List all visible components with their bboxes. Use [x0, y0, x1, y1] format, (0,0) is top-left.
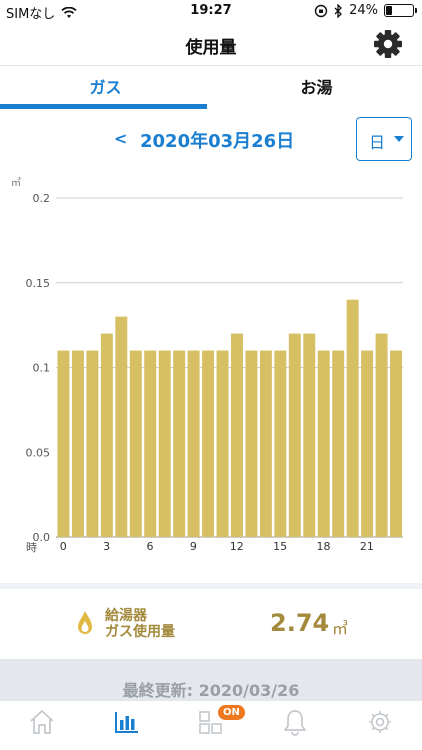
bar-hour-22[interactable]: [375, 333, 388, 537]
current-date: 2020年03月26日: [140, 131, 295, 152]
y-axis-unit: ㎥: [11, 176, 21, 189]
chart-icon[interactable]: [112, 707, 142, 737]
battery-level: [386, 6, 393, 15]
bar-hour-17[interactable]: [303, 333, 316, 537]
battery-icon: [384, 4, 417, 17]
bluetooth-icon: [334, 3, 343, 18]
summary-label: 給湯器 ガス使用量: [105, 608, 175, 640]
bar-hour-5[interactable]: [129, 350, 142, 537]
last-updated-bar: 最終更新: 2020/03/26: [0, 659, 422, 701]
x-tick-label: 9: [190, 540, 197, 553]
bar-hour-0[interactable]: [57, 350, 70, 537]
bar-hour-9[interactable]: [187, 350, 200, 537]
y-tick-label: 0.15: [26, 277, 51, 290]
carrier-label: SIMなし: [6, 7, 56, 22]
bar-hour-21[interactable]: [361, 350, 374, 537]
bar-hour-20[interactable]: [346, 299, 359, 537]
page-title: 使用量: [185, 38, 237, 58]
bell-icon[interactable]: [280, 707, 310, 737]
tab-hot-water[interactable]: お湯: [300, 78, 333, 97]
status-bar: SIMなし 19:27 24%: [0, 0, 422, 22]
bar-hour-19[interactable]: [332, 350, 345, 537]
on-badge: ON: [218, 705, 245, 720]
last-updated-text: 最終更新: 2020/03/26: [122, 681, 300, 700]
period-value: 日: [369, 133, 386, 152]
bar-hour-1[interactable]: [71, 350, 84, 537]
previous-date-button[interactable]: <: [114, 129, 128, 148]
bar-hour-3[interactable]: [100, 333, 113, 537]
caret-down-icon: [394, 136, 404, 142]
x-tick-label: 18: [316, 540, 330, 553]
flame-icon: [78, 611, 92, 634]
settings-icon[interactable]: [365, 707, 395, 737]
summary-value: 2.74: [270, 609, 330, 637]
tab-bar: ガス お湯: [0, 66, 422, 111]
grid-icon[interactable]: [196, 707, 226, 737]
x-axis-unit: 時: [26, 541, 37, 554]
bar-hour-15[interactable]: [274, 350, 287, 537]
bar-hour-11[interactable]: [216, 350, 229, 537]
nav-bar: 使用量: [0, 22, 422, 66]
x-tick-label: 0: [60, 540, 67, 553]
bar-hour-14[interactable]: [259, 350, 272, 537]
y-tick-label: 0.2: [33, 192, 51, 205]
bar-hour-12[interactable]: [231, 333, 243, 537]
tab-gas[interactable]: ガス: [89, 78, 122, 97]
bar-hour-4[interactable]: [115, 316, 128, 537]
x-tick-label: 15: [273, 540, 287, 553]
bar-hour-6[interactable]: [144, 350, 157, 537]
y-tick-label: 0.1: [33, 362, 51, 375]
bar-hour-8[interactable]: [173, 350, 186, 537]
bar-hour-23[interactable]: [390, 350, 402, 537]
usage-summary: 給湯器 ガス使用量 2.74 ㎥: [0, 589, 422, 659]
wifi-icon: [61, 6, 77, 18]
y-tick-label: 0.05: [26, 446, 51, 459]
bar-hour-16[interactable]: [288, 333, 301, 537]
x-tick-label: 6: [146, 540, 153, 553]
usage-bar-chart: ㎥ 0.0 0.05 0.1 0.15 0.2 0 3 6 9 12 15 18 21 時: [11, 176, 403, 554]
x-tick-label: 3: [103, 540, 110, 553]
summary-label-line2: ガス使用量: [105, 624, 175, 640]
section-divider: [0, 583, 422, 589]
bottom-tab-bar: ON: [0, 700, 422, 750]
active-tab-indicator: [0, 104, 207, 109]
y-tick-label: 0.0: [33, 531, 51, 544]
x-tick-label: 21: [360, 540, 374, 553]
bar-hour-18[interactable]: [317, 350, 330, 537]
bar-hour-2[interactable]: [86, 350, 99, 537]
x-tick-label: 12: [230, 540, 244, 553]
bar-hour-10[interactable]: [202, 350, 215, 537]
summary-label-line1: 給湯器: [105, 608, 147, 624]
period-select[interactable]: 日: [356, 117, 412, 161]
clock: 19:27: [190, 3, 232, 18]
bar-hour-13[interactable]: [245, 350, 258, 537]
summary-unit: ㎥: [332, 619, 349, 638]
home-icon[interactable]: [27, 707, 57, 737]
gear-icon[interactable]: [372, 28, 404, 60]
orientation-lock-icon: [314, 4, 328, 17]
bar-hour-7[interactable]: [158, 350, 171, 537]
date-selector: < 2020年03月26日 日: [0, 117, 422, 162]
battery-percent: 24%: [349, 3, 378, 18]
